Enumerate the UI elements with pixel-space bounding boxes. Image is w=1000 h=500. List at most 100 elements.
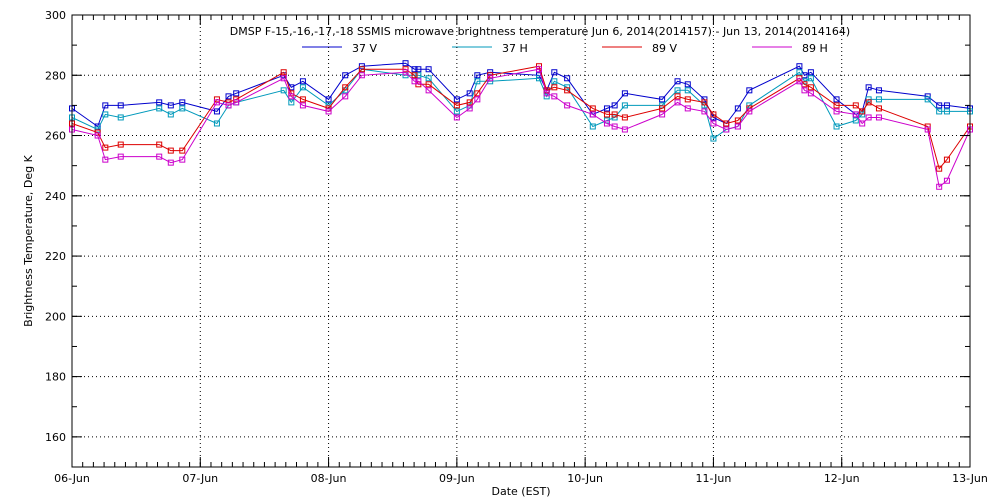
x-tick-label: 07-Jun [182, 472, 218, 485]
legend-label: 89 H [802, 42, 828, 55]
x-tick-label: 12-Jun [824, 472, 860, 485]
y-tick-label: 280 [45, 69, 66, 82]
y-axis-label: Brightness Temperature, Deg K [22, 154, 35, 326]
x-tick-label: 11-Jun [696, 472, 732, 485]
data-point [943, 177, 950, 184]
data-point [402, 69, 409, 76]
data-point [603, 111, 610, 118]
data-point [875, 96, 882, 103]
data-point [801, 72, 808, 79]
data-point [415, 66, 422, 73]
data-point [807, 84, 814, 91]
data-point [156, 99, 163, 106]
data-point [701, 108, 708, 115]
data-point [746, 108, 753, 115]
data-point [474, 96, 481, 103]
data-point [936, 183, 943, 190]
data-point [179, 105, 186, 112]
data-point [852, 111, 859, 118]
data-point [213, 96, 220, 103]
data-point [117, 114, 124, 121]
data-point [358, 72, 365, 79]
data-point [807, 90, 814, 97]
data-point [102, 156, 109, 163]
data-point [213, 108, 220, 115]
data-point [603, 120, 610, 127]
data-point [852, 102, 859, 109]
data-point [156, 105, 163, 112]
x-tick-label: 08-Jun [311, 472, 347, 485]
data-point [167, 159, 174, 166]
x-tick-label: 09-Jun [439, 472, 475, 485]
data-point [833, 123, 840, 130]
y-tick-label: 180 [45, 371, 66, 384]
data-point [233, 99, 240, 106]
data-point [875, 105, 882, 112]
data-point [659, 96, 666, 103]
data-point [225, 93, 232, 100]
data-point [411, 66, 418, 73]
data-point [543, 90, 550, 97]
data-point [611, 114, 618, 121]
data-point [411, 78, 418, 85]
data-point [551, 78, 558, 85]
series-37-h [69, 66, 973, 142]
y-tick-label: 300 [45, 9, 66, 22]
series-line [71, 62, 971, 128]
data-point [936, 102, 943, 109]
data-point [564, 102, 571, 109]
series-line [71, 68, 971, 188]
series-89-h [69, 66, 973, 190]
data-point [487, 75, 494, 82]
y-tick-label: 160 [45, 431, 66, 444]
data-point [674, 99, 681, 106]
data-point [723, 120, 730, 127]
data-point [684, 81, 691, 88]
data-point [474, 78, 481, 85]
plot-frame [71, 14, 971, 468]
data-point [589, 123, 596, 130]
data-point [710, 120, 717, 127]
data-point [551, 84, 558, 91]
data-point [621, 126, 628, 133]
data-point [551, 93, 558, 100]
data-point [875, 114, 882, 121]
data-point [156, 153, 163, 160]
x-tick-label: 13-Jun [952, 472, 988, 485]
data-point [425, 75, 432, 82]
data-point [723, 126, 730, 133]
x-axis: 06-Jun 07-Jun 08-Jun 09-Jun 10-Jun 11-Jun 12-J… [54, 15, 988, 485]
data-point [796, 63, 803, 70]
data-point [179, 156, 186, 163]
data-point [474, 90, 481, 97]
data-point [801, 81, 808, 88]
data-point [425, 87, 432, 94]
data-point [213, 120, 220, 127]
data-point [936, 165, 943, 172]
y-tick-label: 220 [45, 250, 66, 263]
data-point [466, 90, 473, 97]
data-point [342, 72, 349, 79]
data-point [117, 153, 124, 160]
data-point [487, 72, 494, 79]
data-point [474, 72, 481, 79]
data-point [701, 99, 708, 106]
data-point [710, 111, 717, 118]
data-point [425, 81, 432, 88]
data-point [924, 93, 931, 100]
data-point [801, 87, 808, 94]
data-point [94, 132, 101, 139]
data-point [833, 96, 840, 103]
series-line [71, 68, 970, 140]
data-point [674, 78, 681, 85]
data-point [102, 144, 109, 151]
data-point [865, 99, 872, 106]
legend-label: 37 V [352, 42, 377, 55]
data-point [943, 156, 950, 163]
grid [72, 15, 970, 467]
data-point [710, 135, 717, 142]
data-point [325, 108, 332, 115]
data-point [167, 147, 174, 154]
data-point [865, 114, 872, 121]
x-axis-label: Date (EST) [491, 485, 550, 498]
